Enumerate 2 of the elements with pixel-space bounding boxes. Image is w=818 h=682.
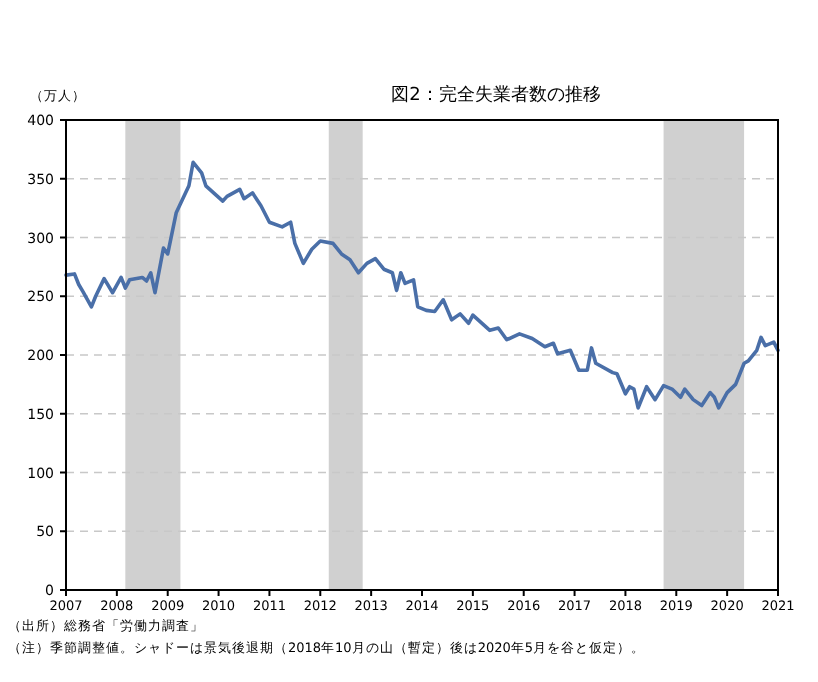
line-series [64, 160, 780, 410]
chart-title: 図2：完全失業者数の推移 [391, 84, 601, 106]
